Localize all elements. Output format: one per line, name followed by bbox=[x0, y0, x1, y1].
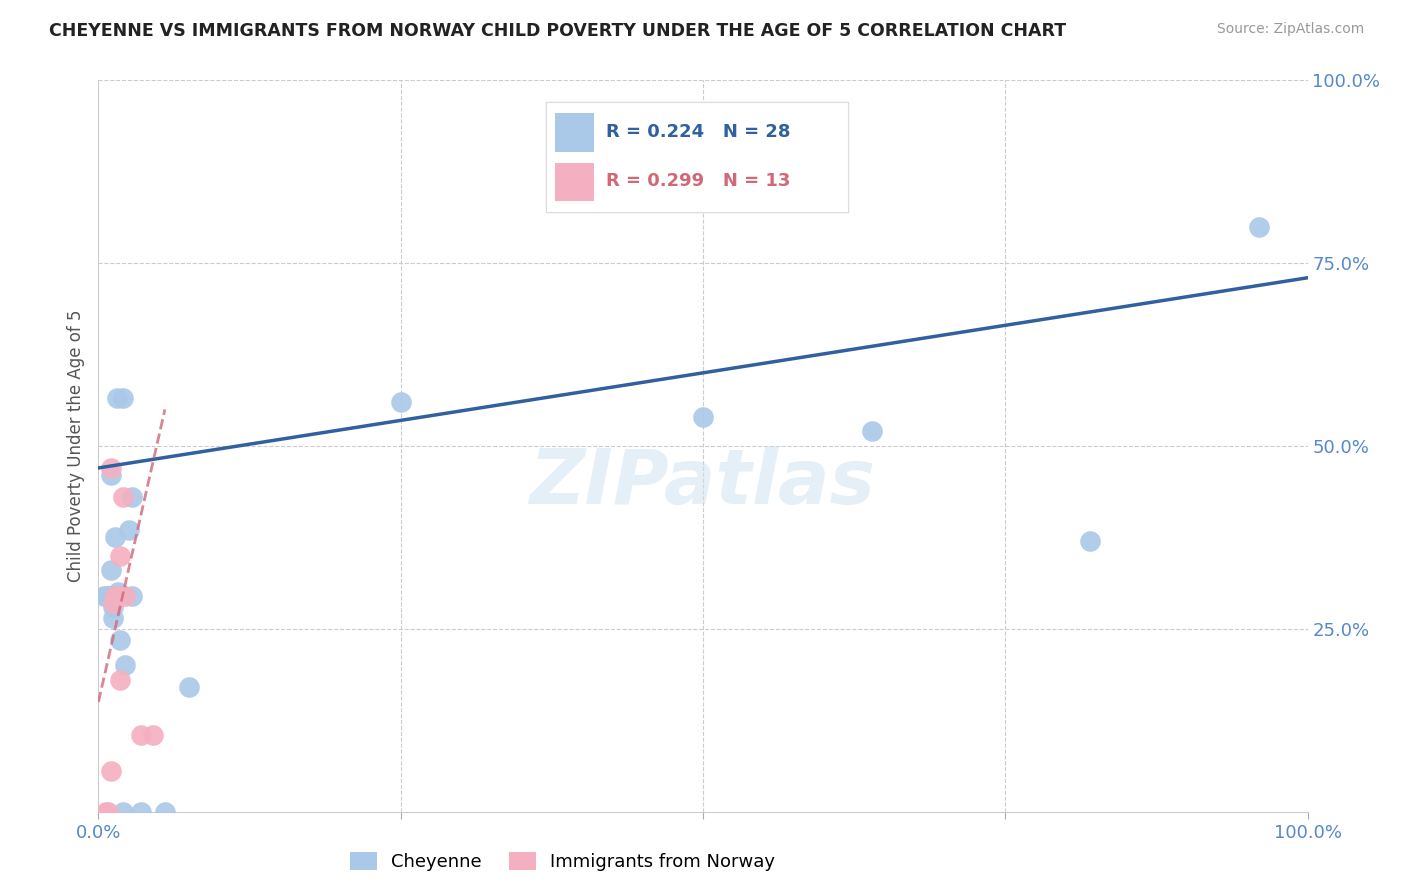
Point bbox=[97, 589, 120, 603]
Point bbox=[153, 805, 176, 819]
Point bbox=[121, 589, 143, 603]
Point bbox=[121, 490, 143, 504]
Point bbox=[389, 395, 412, 409]
Point bbox=[108, 589, 131, 603]
Point bbox=[101, 596, 124, 610]
Point bbox=[1078, 534, 1101, 549]
Point bbox=[101, 611, 124, 625]
Point bbox=[107, 585, 129, 599]
Point bbox=[98, 589, 121, 603]
Point bbox=[108, 673, 131, 687]
Point bbox=[129, 805, 152, 819]
Point bbox=[100, 764, 122, 779]
Point bbox=[179, 681, 201, 695]
Point bbox=[114, 589, 136, 603]
Point bbox=[108, 549, 131, 563]
Point bbox=[1249, 219, 1271, 234]
Y-axis label: Child Poverty Under the Age of 5: Child Poverty Under the Age of 5 bbox=[66, 310, 84, 582]
Point bbox=[142, 728, 165, 742]
Legend: Cheyenne, Immigrants from Norway: Cheyenne, Immigrants from Norway bbox=[342, 845, 783, 879]
Point bbox=[111, 490, 134, 504]
Point bbox=[692, 409, 714, 424]
Point bbox=[111, 392, 134, 406]
Point bbox=[108, 632, 131, 647]
Text: CHEYENNE VS IMMIGRANTS FROM NORWAY CHILD POVERTY UNDER THE AGE OF 5 CORRELATION : CHEYENNE VS IMMIGRANTS FROM NORWAY CHILD… bbox=[49, 22, 1066, 40]
Text: Source: ZipAtlas.com: Source: ZipAtlas.com bbox=[1216, 22, 1364, 37]
Point bbox=[96, 589, 118, 603]
Point bbox=[93, 589, 115, 603]
Point bbox=[860, 425, 883, 439]
Point bbox=[129, 728, 152, 742]
Point bbox=[114, 658, 136, 673]
Point bbox=[107, 589, 129, 603]
Point bbox=[100, 563, 122, 577]
Point bbox=[104, 530, 127, 544]
Point bbox=[97, 805, 120, 819]
Point bbox=[103, 589, 125, 603]
Point bbox=[105, 392, 128, 406]
Point bbox=[101, 599, 124, 614]
Point bbox=[118, 523, 141, 537]
FancyBboxPatch shape bbox=[546, 103, 848, 212]
Point bbox=[100, 468, 122, 483]
Point bbox=[104, 589, 127, 603]
Point bbox=[94, 805, 117, 819]
Point bbox=[111, 805, 134, 819]
Text: ZIPatlas: ZIPatlas bbox=[530, 446, 876, 519]
Point bbox=[100, 461, 122, 475]
